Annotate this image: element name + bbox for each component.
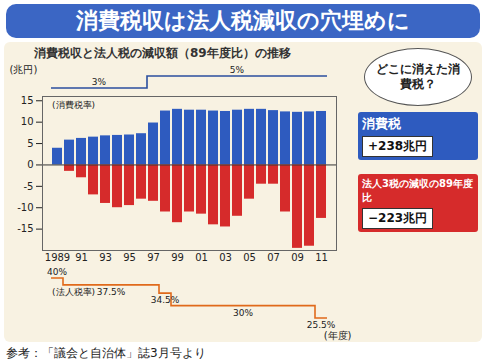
svg-text:5%: 5%	[230, 65, 245, 75]
svg-text:95: 95	[123, 252, 136, 263]
svg-text:34.5%: 34.5%	[151, 295, 180, 305]
svg-text:99: 99	[171, 252, 184, 263]
svg-text:93: 93	[99, 252, 112, 263]
svg-text:01: 01	[195, 252, 208, 263]
html-text:消費税収と法人税の減収額（89年度比）の推移: 消費税収と法人税の減収額（89年度比）の推移	[34, 46, 291, 60]
svg-text:1989: 1989	[45, 252, 70, 263]
svg-text:-10: -10	[17, 202, 33, 213]
svg-text:40%: 40%	[47, 267, 67, 277]
svg-text:(消費税率): (消費税率)	[52, 100, 95, 110]
html-text:消費税: 消費税	[362, 116, 401, 132]
svg-text:11: 11	[315, 252, 328, 263]
svg-text:07: 07	[267, 252, 280, 263]
svg-text:25.5%: 25.5%	[307, 320, 336, 330]
svg-text:15: 15	[21, 95, 34, 106]
svg-text:-15: -15	[17, 223, 33, 234]
svg-text:09: 09	[291, 252, 304, 263]
svg-text:03: 03	[219, 252, 232, 263]
svg-text:(年度): (年度)	[324, 330, 352, 341]
svg-text:5: 5	[27, 138, 33, 149]
svg-text:(兆円): (兆円)	[10, 64, 38, 75]
svg-text:97: 97	[147, 252, 160, 263]
svg-text:3%: 3%	[92, 77, 107, 87]
html-text:参考：「議会と自治体」誌3月号より: 参考：「議会と自治体」誌3月号より	[6, 346, 206, 360]
svg-text:30%: 30%	[233, 308, 253, 318]
svg-text:-5: -5	[24, 181, 34, 192]
html-text:+238兆円: +238兆円	[368, 139, 428, 154]
html-text:法人3税の減収の89年度比: 法人3税の減収の89年度比	[362, 178, 473, 204]
svg-text:91: 91	[75, 252, 88, 263]
svg-text:05: 05	[243, 252, 256, 263]
html-text:どこに消えた消費税？: どこに消えた消費税？	[376, 62, 460, 91]
html-text:−223兆円: −223兆円	[368, 211, 428, 226]
svg-text:(法人税率): (法人税率)	[52, 287, 95, 297]
html-text:消費税収は法人税減収の穴埋めに: 消費税収は法人税減収の穴埋めに	[76, 8, 410, 33]
svg-text:0: 0	[27, 159, 33, 170]
svg-text:37.5%: 37.5%	[97, 287, 126, 297]
svg-text:10: 10	[21, 116, 34, 127]
